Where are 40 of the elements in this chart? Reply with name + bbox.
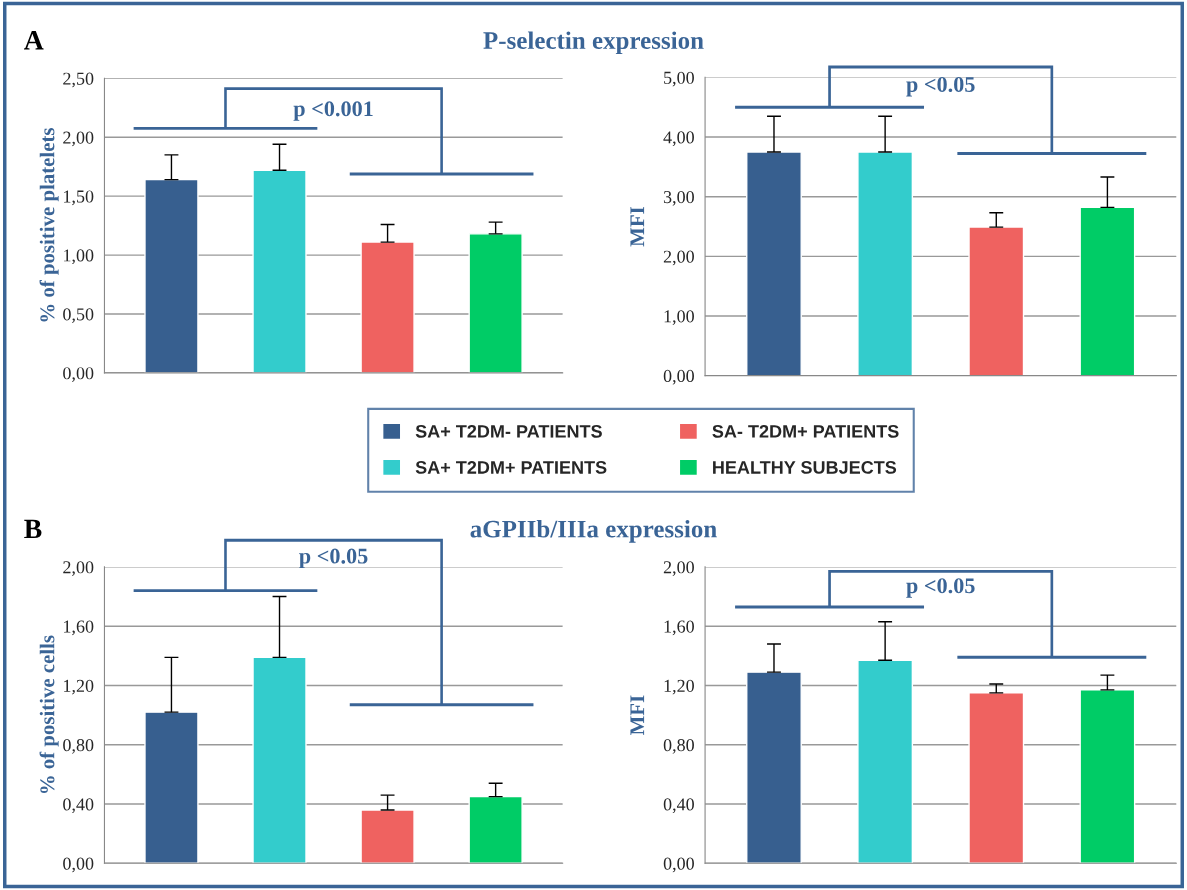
y-tick-label: 0,80 [63, 739, 94, 754]
y-tick-label: 0,00 [663, 857, 694, 873]
annotation: p <0.05 [299, 548, 368, 569]
legend-label: HEALTHY SUBJECTS [713, 461, 897, 474]
legend-label: SA+ T2DM+ PATIENTS [415, 461, 607, 474]
y-tick-label: 3,00 [663, 190, 694, 206]
y-tick-label: 1,00 [64, 249, 94, 265]
y-axis-title: MFI [630, 695, 645, 736]
text: A [24, 31, 44, 50]
y-tick-label: 0,00 [63, 857, 94, 873]
y-tick-label: 1,60 [664, 620, 694, 636]
annotation: p <0.05 [906, 76, 975, 97]
chart-title: P-selectin expression [483, 31, 704, 55]
y-tick-label: 0,00 [63, 367, 94, 382]
y-tick-label: 1,50 [64, 190, 94, 206]
y-tick-label: 1,60 [64, 620, 94, 636]
chart-title: aGPIIb/IIIa expression [470, 519, 717, 543]
y-tick-label: 0,40 [663, 798, 694, 814]
y-tick-label: 2,00 [63, 561, 94, 576]
y-tick-label: 1,00 [664, 310, 694, 325]
y-tick-label: 0,50 [63, 308, 94, 324]
annotation: p <0.001 [293, 101, 373, 121]
y-tick-label: 2,00 [663, 561, 694, 576]
y-tick-label: 2,00 [63, 131, 94, 147]
y-tick-label: 0,00 [663, 369, 694, 385]
legend-label: SA- T2DM+ PATIENTS [712, 424, 899, 438]
legend-label: SA+ T2DM- PATIENTS [415, 424, 602, 438]
y-tick-label: 0,80 [663, 739, 694, 754]
y-tick-label: 1,20 [664, 679, 694, 695]
y-axis-title: % of positive cells [39, 635, 59, 794]
y-tick-label: 2,00 [663, 250, 694, 266]
y-tick-label: 4,00 [663, 131, 694, 147]
y-axis-title: MFI [630, 206, 645, 247]
y-tick-label: 2,50 [63, 72, 94, 88]
y-axis-title: % of positive platelets [39, 128, 59, 322]
annotation: p <0.05 [906, 578, 975, 598]
y-tick-label: 0,40 [63, 798, 94, 814]
text: B [24, 519, 42, 539]
y-tick-label: 1,20 [64, 679, 94, 695]
y-tick-label: 5,00 [664, 71, 694, 87]
